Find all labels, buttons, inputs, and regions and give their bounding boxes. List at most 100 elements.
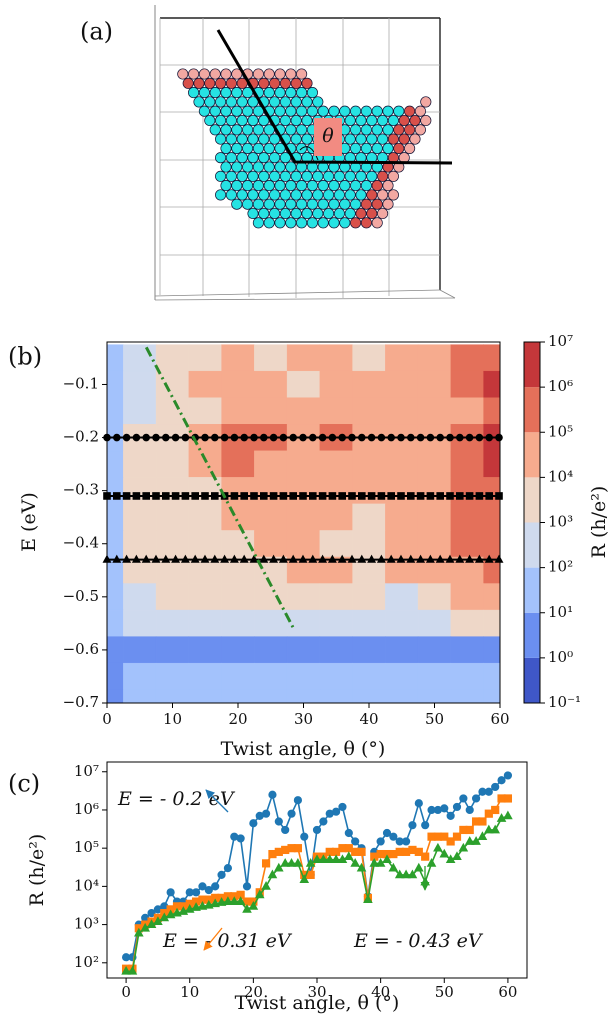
atom — [290, 77, 302, 89]
contour-cell — [319, 609, 353, 637]
atom — [285, 217, 297, 229]
marker — [495, 433, 503, 442]
contour-cell — [450, 450, 484, 478]
contour-cell — [106, 689, 124, 704]
atom — [198, 68, 210, 80]
contour-cell — [417, 662, 452, 690]
y-tick-label: 10⁵ — [74, 838, 99, 856]
atom — [296, 87, 308, 99]
atom — [350, 198, 362, 210]
contour-cell — [254, 609, 288, 637]
contour-cell — [417, 609, 452, 637]
contour-cell — [155, 583, 190, 611]
contour-cell — [106, 397, 124, 425]
colorbar-tick-label: 10⁶ — [548, 377, 573, 395]
marker — [293, 796, 303, 805]
marker — [474, 554, 484, 563]
atom — [269, 96, 281, 108]
marker — [267, 869, 278, 879]
contour-cell — [352, 583, 386, 611]
contour-cell — [123, 344, 157, 372]
contour-cell — [123, 583, 157, 611]
atom — [215, 96, 227, 108]
marker — [445, 554, 455, 563]
contour-cell — [417, 450, 452, 478]
atom — [258, 170, 270, 182]
atom — [242, 198, 254, 210]
angle-arc — [299, 146, 319, 161]
marker — [446, 811, 455, 820]
contour-cell — [286, 662, 321, 690]
marker — [229, 896, 240, 905]
contour-cell — [319, 344, 353, 372]
marker — [274, 862, 284, 872]
contour-cell — [483, 450, 501, 478]
contour-cell — [319, 636, 353, 664]
marker — [382, 854, 392, 864]
atom — [204, 77, 216, 89]
marker — [357, 847, 366, 856]
marker — [446, 837, 455, 846]
marker — [496, 813, 507, 822]
contour-cell — [450, 662, 484, 690]
contour-cell — [483, 530, 501, 558]
marker — [356, 862, 367, 872]
atom — [242, 142, 254, 154]
contour-cell — [123, 370, 157, 398]
marker — [397, 433, 405, 442]
atom — [274, 180, 286, 192]
marker — [279, 492, 288, 500]
atom — [350, 124, 362, 136]
colorbar-tick-label: 10⁰ — [548, 648, 573, 666]
marker — [299, 492, 307, 500]
marker — [348, 492, 356, 500]
marker — [324, 854, 335, 864]
atom — [252, 180, 264, 192]
atom — [279, 77, 291, 89]
atom — [225, 114, 237, 127]
marker — [465, 492, 474, 500]
marker — [331, 854, 341, 864]
atom — [285, 68, 297, 80]
marker — [261, 859, 271, 868]
x-tick-label: 0 — [102, 710, 112, 728]
atom — [279, 207, 291, 220]
y-tick-label: 10⁴ — [74, 876, 99, 894]
marker — [491, 805, 500, 815]
atom — [371, 180, 383, 192]
marker — [503, 810, 513, 820]
atom — [279, 170, 291, 182]
marker — [306, 870, 315, 879]
marker — [436, 433, 445, 442]
marker — [152, 433, 160, 442]
atom — [225, 77, 237, 89]
marker — [122, 433, 131, 442]
atom — [274, 217, 286, 229]
atom — [285, 198, 297, 210]
marker — [230, 492, 239, 500]
contour-cell — [417, 397, 452, 425]
contour-cell — [286, 636, 321, 664]
panel-label: (b) — [8, 343, 42, 371]
atom — [317, 105, 329, 117]
marker — [491, 782, 500, 792]
atom — [236, 114, 248, 127]
x-tick-label: 10 — [180, 983, 199, 1001]
contour-cell — [188, 662, 222, 690]
marker — [475, 492, 484, 500]
marker — [358, 433, 366, 442]
marker — [127, 965, 138, 975]
marker — [309, 492, 317, 500]
marker — [261, 881, 271, 890]
atom — [258, 207, 270, 220]
y-tick-label: −0.4 — [63, 534, 99, 552]
atom — [387, 170, 399, 182]
marker — [436, 492, 444, 500]
atom — [258, 133, 270, 145]
marker — [162, 492, 170, 500]
contour-cell — [319, 370, 353, 398]
atom — [231, 142, 243, 154]
marker — [337, 854, 348, 864]
atom — [209, 87, 221, 99]
marker — [142, 492, 150, 500]
